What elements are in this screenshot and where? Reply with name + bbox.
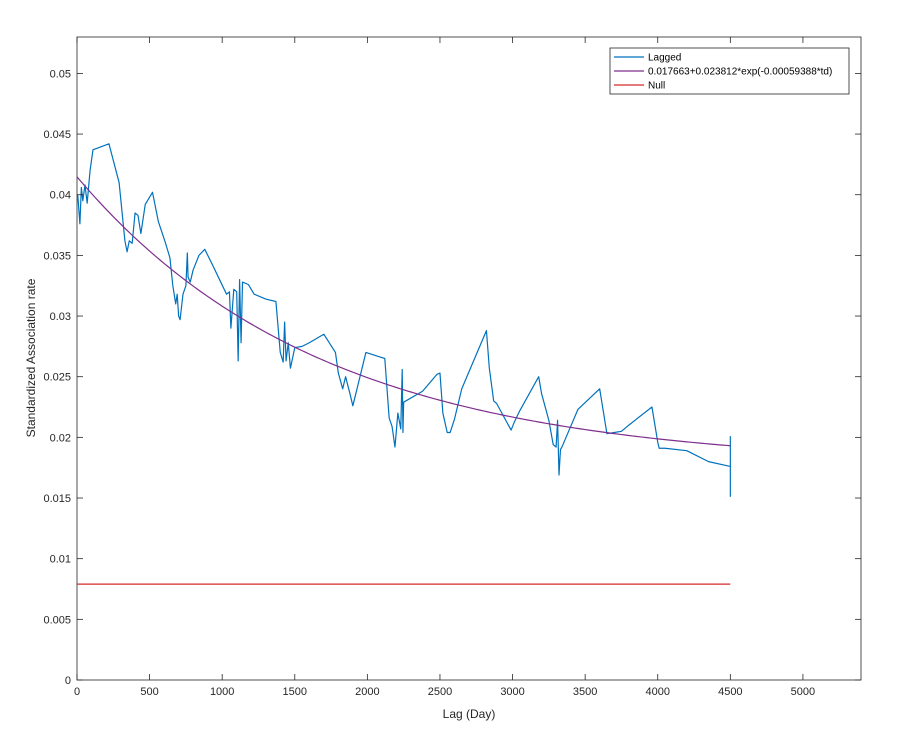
y-tick-label: 0.02 bbox=[50, 432, 71, 444]
x-tick-label: 2000 bbox=[355, 686, 379, 698]
legend: Lagged 0.017663+0.023812*exp(-0.00059388… bbox=[609, 47, 850, 95]
legend-label-lagged: Lagged bbox=[648, 53, 681, 64]
y-tick-label: 0.04 bbox=[50, 190, 71, 202]
x-tick-label: 3000 bbox=[500, 686, 524, 698]
series-layer bbox=[76, 143, 731, 585]
x-tick-label: 4500 bbox=[718, 686, 742, 698]
y-tick-label: 0.025 bbox=[43, 372, 71, 384]
y-tick-label: 0.05 bbox=[50, 68, 71, 80]
y-axis-label: Standardized Association rate bbox=[24, 278, 38, 437]
legend-label-null: Null bbox=[648, 81, 665, 92]
x-axis-label: Lag (Day) bbox=[443, 707, 496, 721]
y-tick-label: 0.005 bbox=[43, 614, 71, 626]
x-tick-label: 0 bbox=[74, 686, 80, 698]
series-line-lagged bbox=[77, 143, 731, 476]
y-tick-label: 0.035 bbox=[43, 250, 71, 262]
x-tick-label: 1500 bbox=[283, 686, 307, 698]
y-tick-label: 0 bbox=[65, 675, 71, 687]
y-tick-label: 0.045 bbox=[43, 129, 71, 141]
x-tick-label: 4000 bbox=[645, 686, 669, 698]
y-tick-label: 0.01 bbox=[50, 554, 71, 566]
legend-label-fit: 0.017663+0.023812*exp(-0.00059388*td) bbox=[648, 67, 832, 78]
x-axis: 0 500 1000 1500 2000 2500 3000 3500 4000 4500 5000 bbox=[74, 37, 815, 698]
x-tick-label: 2500 bbox=[428, 686, 452, 698]
x-tick-label: 500 bbox=[140, 686, 158, 698]
y-tick-label: 0.03 bbox=[50, 311, 71, 323]
legend-box bbox=[609, 47, 850, 95]
series-line-fit bbox=[76, 176, 731, 447]
plot-area bbox=[76, 36, 862, 681]
x-tick-label: 5000 bbox=[791, 686, 815, 698]
x-tick-label: 1000 bbox=[210, 686, 234, 698]
y-tick-label: 0.015 bbox=[43, 493, 71, 505]
x-tick-label: 3500 bbox=[573, 686, 597, 698]
y-axis: 0 0.005 0.01 0.015 0.02 0.025 0.03 0.035 0.04 0.0… bbox=[43, 68, 861, 687]
